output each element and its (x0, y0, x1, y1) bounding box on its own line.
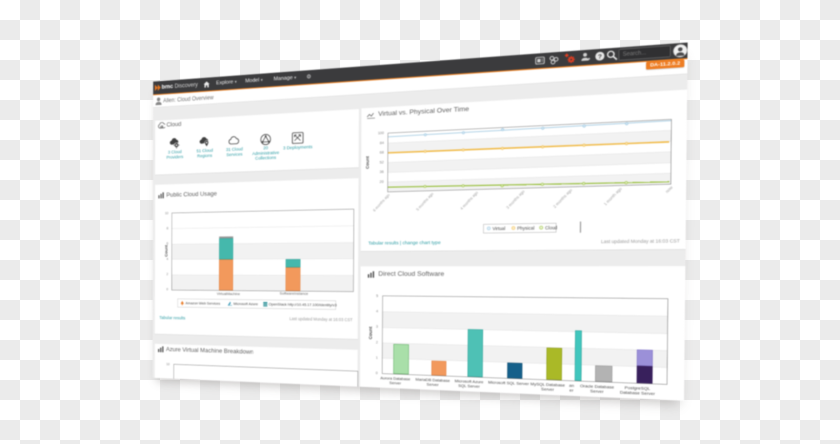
svg-text:?: ? (598, 53, 602, 61)
